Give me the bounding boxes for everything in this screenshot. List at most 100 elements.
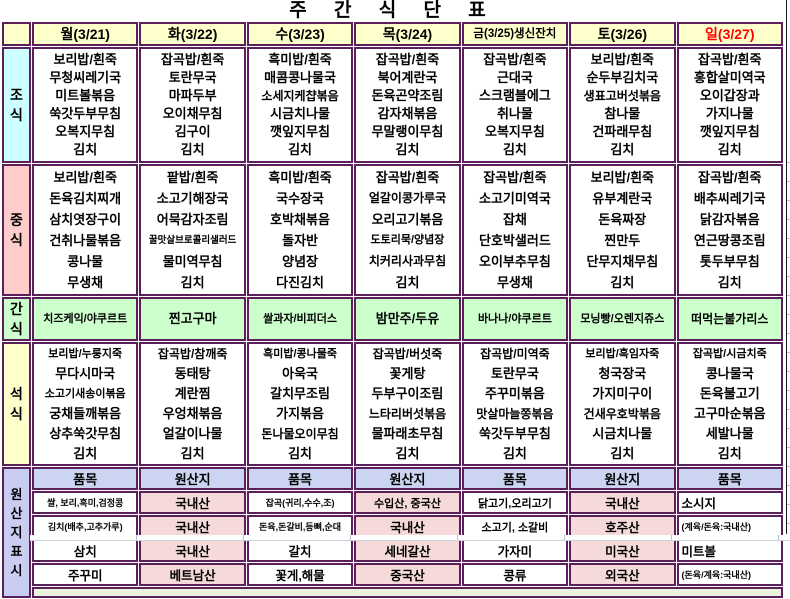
menu-item-line: 얼갈이나물 [162,426,223,441]
row-label-dinner[interactable]: 석식 [2,342,31,466]
menu-item-line: 치커리사과무침 [368,254,447,268]
day-header-sun[interactable]: 일(3/27) [676,22,783,46]
snack-cell[interactable]: 떠먹는불가리스 [676,297,783,341]
origin-item[interactable]: 쌀, 보리,흑미,검정콩 [32,491,139,514]
menu-cell[interactable]: 잡곡밥/흰죽 북어계란국 돈육곤약조림 감자채볶음 무말랭이무침 김치 [354,47,461,163]
day-header-mon[interactable]: 월(3/21) [32,22,139,46]
menu-cell[interactable]: 잡곡밥/참깨죽 동태탕 계란찜 우엉채볶음 얼갈이나물 김치 [139,342,246,466]
menu-item-line: 소세지케챱볶음 [261,89,339,103]
origin-header[interactable]: 품목 [246,467,354,490]
day-header-sat[interactable]: 토(3/26) [569,22,676,46]
menu-cell[interactable]: 잡곡밥/시금치죽 콩나물국 돈육불고기 고구마순볶음 세발나물 김치 [676,342,783,466]
origin-value[interactable]: 베트남산 [139,563,246,586]
snack-cell[interactable]: 모닝빵/오렌지쥬스 [569,297,676,341]
day-header-wed[interactable]: 수(3/23) [246,22,354,46]
day-header-tue[interactable]: 화(3/22) [139,22,246,46]
menu-cell[interactable]: 잡곡밥/흰죽 얼갈이콩가루국 오리고기볶음 도토리묵/양념장 치커리사과무침 김치 [354,164,461,296]
snack-cell[interactable]: 밤만주/두유 [354,297,461,341]
menu-item-line: 깻잎지무침 [270,124,330,139]
menu-item-line: 궁채들깨볶음 [49,406,122,421]
menu-item-line: 김치 [288,142,313,157]
menu-item-line: 돌자반 [282,233,318,248]
menu-item-line: 감자채볶음 [377,106,438,121]
origin-item[interactable]: 갈치 [246,539,354,562]
origin-header[interactable]: 원산지 [139,467,246,490]
origin-header[interactable]: 원산지 [354,467,461,490]
menu-cell[interactable]: 보리밥/누룽지죽 무다시마국 소고기새송이볶음 궁채들깨볶음 상추쑥갓무침 김치 [32,342,139,466]
origin-value[interactable]: 미국산 [569,539,676,562]
row-label-breakfast[interactable]: 조식 [2,47,31,163]
origin-item[interactable]: 콩류 [461,563,569,586]
origin-item[interactable]: 닭고기,오리고기 [461,491,569,514]
origin-header[interactable]: 품목 [461,467,569,490]
row-label-origin[interactable]: 원산지표시 [2,467,31,598]
menu-cell[interactable]: 잡곡밥/미역죽 토란무국 주꾸미볶음 맛살마늘쫑볶음 쑥갓두부무침 김치 [461,342,569,466]
menu-item-line: 계란찜 [174,386,211,401]
menu-item-line: 흑미밥/콩나물죽 [263,348,337,360]
menu-item-line: 보리밥/흰죽 [53,170,117,185]
menu-item-line: 다진김치 [276,275,324,290]
menu-item-line: 북어계란국 [377,70,438,85]
origin-item[interactable]: 소고기, 소갈비 [461,515,569,538]
menu-item-line: 깻잎지무침 [699,124,760,139]
menu-cell[interactable]: 흑미밥/흰죽 매콤콩나물국 소세지케챱볶음 시금치나물 깻잎지무침 김치 [246,47,354,163]
menu-cell[interactable]: 잡곡밥/버섯죽 꽃게탕 두부구이조림 느타리버섯볶음 물파래초무침 김치 [354,342,461,466]
menu-cell[interactable]: 보리밥/흰죽 돈육김치찌개 삼치엿장구이 건취나물볶음 콩나물 무생채 [32,164,139,296]
origin-value[interactable]: 국내산 [569,491,676,514]
menu-cell[interactable]: 잡곡밥/흰죽 홍합살미역국 오이갑장과 가지나물 깻잎지무침 김치 [676,47,783,163]
menu-item-line: 팥밥/흰죽 [166,170,219,185]
origin-item[interactable]: 꽃게,해물 [246,563,354,586]
menu-cell[interactable]: 보리밥/흑임자죽 청국장국 가지미구이 건새우호박볶음 시금치나물 김치 [569,342,676,466]
row-label-snack[interactable]: 간식 [2,297,31,341]
origin-value[interactable]: 중국산 [354,563,461,586]
menu-item-line: 김치 [73,446,98,461]
menu-cell[interactable]: 잡곡밥/흰죽 배추씨레기국 닭감자볶음 연근땅콩조림 톳두부무침 김치 [676,164,783,296]
origin-item[interactable]: 가자미 [461,539,569,562]
menu-cell[interactable]: 잡곡밥/흰죽 토란무국 마파두부 오이채무침 김구이 김치 [139,47,246,163]
row-label-lunch[interactable]: 중식 [2,164,31,296]
menu-cell[interactable]: 잡곡밥/흰죽 소고기미역국 잡채 단호박샐러드 오이부추무침 무생채 [461,164,569,296]
origin-value[interactable]: 세네갈산 [354,539,461,562]
origin-item[interactable]: 주꾸미 [32,563,139,586]
snack-cell[interactable]: 치즈케익/야쿠르트 [32,297,139,341]
menu-item-line: 오이채무침 [162,106,223,121]
menu-cell[interactable]: 흑미밥/흰죽 국수장국 호박채볶음 돌자반 양념장 다진김치 [246,164,354,296]
day-header-thu[interactable]: 목(3/24) [354,22,461,46]
menu-item-line: 돈육불고기 [699,386,760,401]
corner-cell[interactable] [2,22,31,46]
origin-value[interactable]: 국내산 [139,539,246,562]
menu-item-line: 잡곡밥/흰죽 [375,170,440,185]
origin-item[interactable]: 삼치 [32,539,139,562]
origin-item[interactable]: 잡곡(귀리,수수,조) [246,491,354,514]
menu-item-line: 김치 [180,275,205,290]
snack-cell[interactable]: 쌀과자/비피더스 [246,297,354,341]
menu-cell[interactable]: 잡곡밥/흰죽 근대국 스크램블에그 취나물 오복지무침 김치 [461,47,569,163]
menu-item-line: 밤만주/두유 [375,311,440,326]
origin-header[interactable]: 품목 [32,467,139,490]
menu-cell[interactable]: 보리밥/흰죽 유부계란국 돈육짜장 찐만두 단무지채무침 김치 [569,164,676,296]
menu-item-line: 잡곡밥/시금치죽 [692,348,767,360]
menu-cell[interactable]: 팥밥/흰죽 소고기해장국 어묵감자조림 꿀맛살브로콜리샐러드 물미역무침 김치 [139,164,246,296]
origin-header[interactable]: 원산지 [569,467,676,490]
menu-item-line: 두부구이조림 [371,386,444,401]
snack-cell[interactable]: 찐고구마 [139,297,246,341]
snack-cell[interactable]: 바나나/야쿠르트 [461,297,569,341]
origin-item[interactable]: (돈육/계육:국내산) [676,563,783,586]
day-header-fri[interactable]: 금(3/25)생신잔치 [461,22,569,46]
menu-cell[interactable]: 흑미밥/콩나물죽 아욱국 갈치무조림 가지볶음 돈나물오이무침 김치 [246,342,354,466]
origin-item[interactable]: 소시지 [676,491,783,514]
menu-item-line: 찐만두 [604,233,641,248]
origin-item[interactable]: 미트볼 [676,539,783,562]
origin-value[interactable]: 수입산, 중국산 [354,491,461,514]
menu-item-line: 김치 [717,142,742,157]
menu-item-line: 물파래초무침 [371,426,444,441]
menu-cell[interactable]: 보리밥/흰죽 순두부김치국 생표고버섯볶음 참나물 건파래무침 김치 [569,47,676,163]
origin-value[interactable]: 외국산 [569,563,676,586]
origin-header[interactable]: 품목 [676,467,783,490]
menu-item-line: 양념장 [282,254,318,269]
menu-cell[interactable]: 보리밥/흰죽 무청씨레기국 미트볼볶음 쑥갓두부무침 오복지무침 김치 [32,47,139,163]
menu-item-line: 돈육곤약조림 [371,88,444,103]
menu-item-line: 배추씨레기국 [693,191,766,206]
origin-value[interactable]: 국내산 [139,491,246,514]
